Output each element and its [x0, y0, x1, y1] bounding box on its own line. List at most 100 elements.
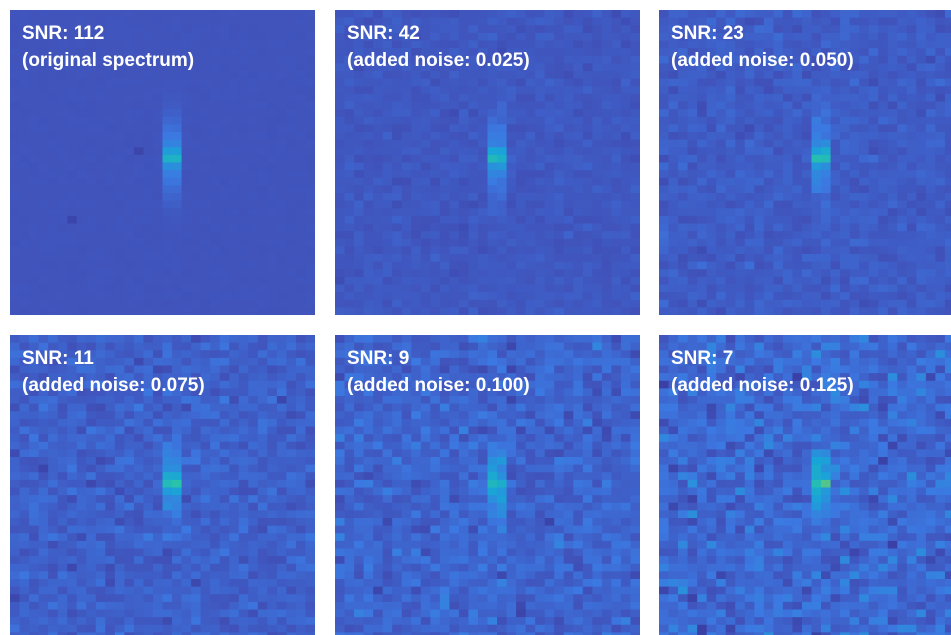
pixel [86, 427, 96, 435]
pixel [735, 277, 745, 285]
pixel [573, 94, 583, 102]
pixel [39, 335, 49, 343]
pixel [277, 178, 287, 186]
pixel [267, 269, 277, 277]
pixel [726, 224, 736, 232]
pixel [411, 277, 421, 285]
pixel [916, 33, 926, 41]
pixel [688, 224, 698, 232]
pixel [583, 147, 593, 155]
pixel [163, 419, 173, 427]
pixel [449, 41, 459, 49]
pixel [115, 465, 125, 473]
pixel [878, 269, 888, 277]
pixel [201, 518, 211, 526]
pixel [134, 262, 144, 270]
pixel [783, 193, 793, 201]
pixel [239, 564, 249, 572]
pixel [421, 178, 431, 186]
pixel [840, 79, 850, 87]
pixel [134, 277, 144, 285]
pixel [783, 285, 793, 293]
pixel [526, 262, 536, 270]
pixel [77, 277, 87, 285]
pixel [258, 307, 268, 315]
pixel [115, 510, 125, 518]
pixel [468, 201, 478, 209]
pixel [907, 102, 917, 110]
pixel [305, 419, 315, 427]
pixel [440, 124, 450, 132]
pixel [564, 292, 574, 300]
pixel [535, 41, 545, 49]
pixel [201, 480, 211, 488]
pixel [115, 201, 125, 209]
pixel [153, 358, 163, 366]
pixel [411, 178, 421, 186]
pixel [258, 170, 268, 178]
pixel [29, 396, 39, 404]
pixel [621, 193, 631, 201]
pixel [345, 178, 355, 186]
pixel [602, 262, 612, 270]
pixel [201, 147, 211, 155]
pixel [220, 269, 230, 277]
pixel [802, 147, 812, 155]
pixel [20, 124, 30, 132]
pixel [258, 178, 268, 186]
pixel [58, 419, 68, 427]
pixel [783, 10, 793, 18]
pixel [172, 254, 182, 262]
pixel [488, 41, 498, 49]
pixel [67, 579, 77, 587]
pixel [248, 41, 258, 49]
pixel [564, 246, 574, 254]
pixel [182, 404, 192, 412]
pixel [277, 163, 287, 171]
pixel [745, 178, 755, 186]
pixel [134, 124, 144, 132]
pixel [10, 18, 20, 26]
pixel [468, 216, 478, 224]
pixel [248, 208, 258, 216]
pixel [143, 163, 153, 171]
pixel [659, 178, 669, 186]
pixel [286, 564, 296, 572]
pixel [659, 33, 669, 41]
pixel [926, 300, 936, 308]
pixel [707, 292, 717, 300]
pixel [182, 140, 192, 148]
pixel [821, 269, 831, 277]
pixel [210, 388, 220, 396]
pixel [248, 419, 258, 427]
pixel [402, 185, 412, 193]
pixel [58, 277, 68, 285]
pixel [58, 549, 68, 557]
pixel [143, 170, 153, 178]
pixel [86, 571, 96, 579]
pixel [783, 300, 793, 308]
pixel [58, 541, 68, 549]
pixel [478, 155, 488, 163]
pixel [678, 208, 688, 216]
pixel [564, 170, 574, 178]
pixel [335, 86, 345, 94]
pixel [172, 335, 182, 343]
pixel [488, 33, 498, 41]
pixel [153, 503, 163, 511]
pixel [916, 147, 926, 155]
pixel [688, 201, 698, 209]
pixel [449, 33, 459, 41]
pixel [10, 556, 20, 564]
pixel [497, 277, 507, 285]
pixel [239, 366, 249, 374]
pixel [172, 434, 182, 442]
pixel [134, 602, 144, 610]
pixel [907, 163, 917, 171]
pixel [831, 79, 841, 87]
pixel [296, 239, 306, 247]
pixel [229, 533, 239, 541]
pixel [621, 33, 631, 41]
pixel [888, 48, 898, 56]
pixel [134, 434, 144, 442]
